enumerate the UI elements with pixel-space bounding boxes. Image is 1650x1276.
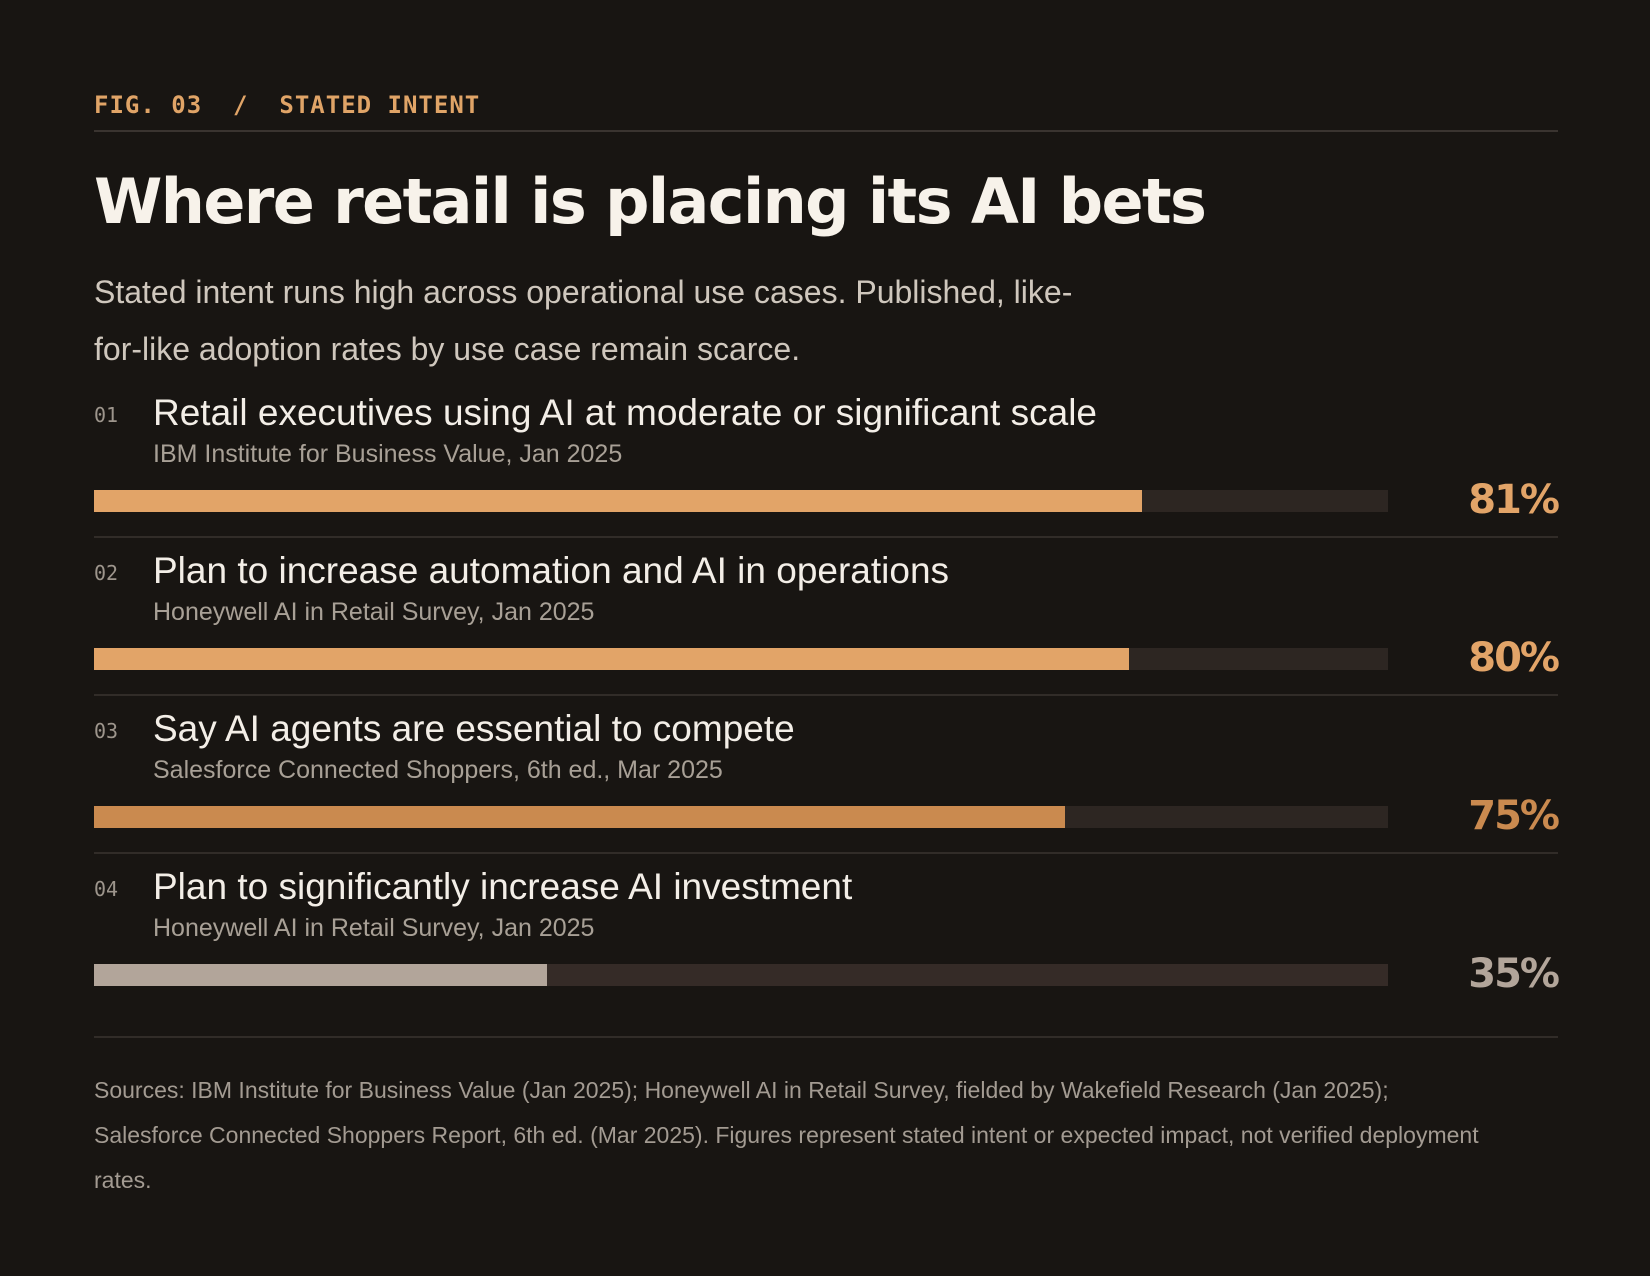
row-source: IBM Institute for Business Value, Jan 20… — [153, 440, 623, 468]
row-source: Salesforce Connected Shoppers, 6th ed., … — [153, 756, 723, 784]
figure-header: FIG. 03 / STATED INTENT Where retail is … — [94, 88, 1558, 378]
header-divider — [94, 130, 1558, 132]
sources-footnote: Sources: IBM Institute for Business Valu… — [94, 1077, 1479, 1193]
chart-row: 03 Say AI agents are essential to compete… — [94, 694, 1560, 852]
bar-value-label: 80% — [1468, 635, 1560, 681]
row-source: Honeywell AI in Retail Survey, Jan 2025 — [153, 598, 595, 626]
bar-track — [94, 806, 1388, 828]
row-number: 02 — [94, 561, 119, 585]
bar-value-label: 81% — [1468, 477, 1560, 523]
footer-divider — [94, 1036, 1558, 1038]
figure-kicker: FIG. 03 / STATED INTENT — [94, 91, 481, 119]
bar-track — [94, 490, 1388, 512]
row-label: Say AI agents are essential to compete — [153, 708, 795, 749]
chart-row: 02 Plan to increase automation and AI in … — [94, 536, 1560, 694]
row-number: 01 — [94, 403, 119, 427]
figure-subtitle: Stated intent runs high across operation… — [94, 274, 1073, 367]
row-label: Plan to increase automation and AI in op… — [153, 550, 950, 591]
row-source: Honeywell AI in Retail Survey, Jan 2025 — [153, 914, 595, 942]
bar-fill — [94, 648, 1130, 670]
bar-value-label: 75% — [1468, 793, 1560, 839]
chart-row: 01 Retail executives using AI at moderate… — [94, 390, 1560, 536]
row-label: Retail executives using AI at moderate o… — [153, 392, 1097, 433]
bar-fill — [94, 490, 1143, 512]
bar-fill — [94, 806, 1065, 828]
chart-row: 04 Plan to significantly increase AI inve… — [94, 852, 1560, 1010]
bar-fill — [94, 964, 547, 986]
row-number: 04 — [94, 877, 119, 901]
bar-chart: 01 Retail executives using AI at moderate… — [94, 390, 1560, 1010]
bar-value-label: 35% — [1468, 951, 1560, 997]
row-label: Plan to significantly increase AI invest… — [153, 866, 853, 907]
figure-title: Where retail is placing its AI bets — [94, 165, 1207, 238]
bar-track — [94, 648, 1388, 670]
row-number: 03 — [94, 719, 119, 743]
bar-track — [94, 964, 1388, 986]
